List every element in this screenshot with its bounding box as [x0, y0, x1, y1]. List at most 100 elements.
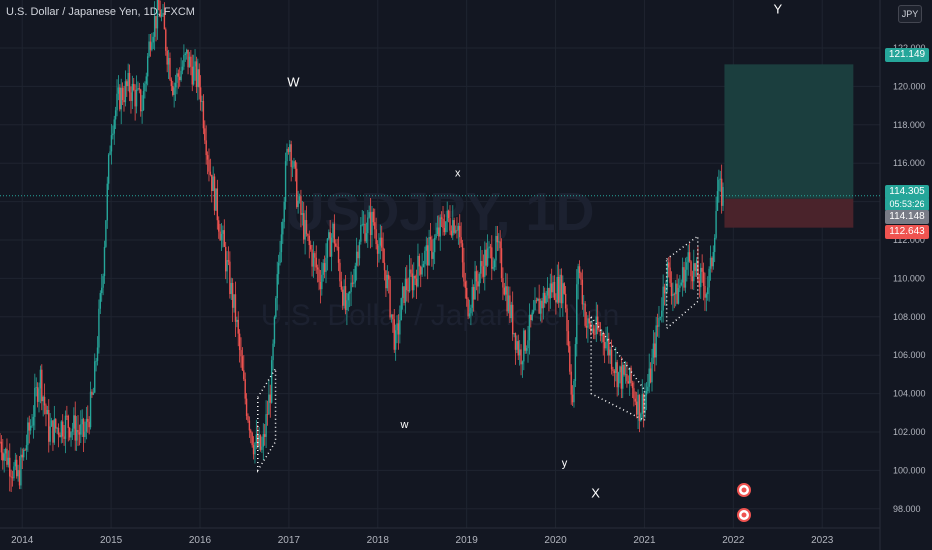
wave-channel	[257, 365, 277, 474]
candle-body	[541, 300, 543, 309]
candle-body	[624, 374, 627, 375]
candle-body	[484, 249, 486, 277]
candle-body	[95, 360, 97, 362]
candle-body	[202, 100, 205, 129]
candle-body	[665, 287, 667, 294]
candle-body	[407, 290, 409, 292]
candle-body	[672, 293, 674, 297]
candle-body	[98, 308, 100, 348]
candle-body	[41, 369, 43, 402]
candle-body	[355, 251, 358, 266]
candle-body	[610, 349, 613, 370]
candle-body	[137, 88, 139, 90]
candle-body	[581, 279, 584, 305]
candle-body	[9, 457, 11, 477]
candle-body	[88, 421, 90, 428]
candle-body	[21, 454, 23, 458]
candle-body	[713, 237, 716, 253]
candle-body	[259, 435, 262, 450]
candle-body	[126, 81, 128, 87]
candle-body	[284, 161, 287, 202]
candle-body	[0, 441, 1, 443]
candle-body	[326, 238, 329, 258]
candle-body	[510, 304, 512, 319]
candle-body	[17, 470, 19, 477]
wave-channel	[590, 316, 646, 422]
candle-body	[694, 263, 696, 271]
candle-body	[78, 432, 81, 435]
candle-body	[432, 252, 434, 259]
candle-body	[45, 405, 47, 415]
candle-body	[148, 41, 150, 57]
candle-body	[659, 316, 662, 318]
event-icon-dot	[741, 487, 747, 493]
candle-body	[340, 281, 343, 290]
candle-body	[241, 356, 244, 371]
candle-body	[442, 218, 444, 228]
candle-body	[374, 222, 376, 230]
candle-body	[651, 357, 653, 383]
candle-body	[42, 396, 44, 402]
candle-body	[523, 330, 525, 362]
candle-body	[608, 338, 610, 356]
candle-body	[56, 427, 58, 429]
candle-body	[145, 76, 147, 84]
candle-body	[337, 246, 340, 263]
candle-body	[693, 263, 695, 282]
candle-body	[29, 425, 32, 431]
candle-body	[569, 346, 571, 372]
candle-body	[638, 394, 641, 421]
y-tick-label: 100.000	[893, 465, 926, 475]
candle-body	[544, 292, 546, 304]
candle-body	[305, 220, 308, 234]
candle-body	[538, 298, 540, 314]
candle-body	[613, 371, 616, 373]
candle-body	[219, 231, 221, 241]
candle-body	[121, 87, 124, 101]
candle-body	[250, 430, 252, 433]
candle-body	[304, 220, 306, 240]
candle-body	[389, 279, 391, 318]
candle-body	[401, 286, 404, 299]
candle-body	[268, 394, 270, 415]
candle-body	[227, 260, 230, 262]
y-tick-label: 108.000	[893, 312, 926, 322]
candle-body	[702, 271, 705, 286]
candle-body	[123, 100, 125, 103]
candle-body	[177, 73, 180, 77]
candle-body	[222, 230, 224, 234]
candle-body	[138, 88, 141, 90]
candle-body	[3, 453, 5, 461]
candle-body	[106, 183, 108, 221]
candle-body	[722, 187, 724, 206]
candle-body	[460, 237, 462, 244]
candle-body	[382, 247, 384, 263]
candle-body	[511, 304, 514, 335]
candle-body	[414, 275, 416, 279]
candle-body	[184, 53, 186, 55]
candle-body	[277, 263, 280, 275]
x-tick-label: 2023	[811, 535, 834, 546]
candle-body	[188, 56, 191, 68]
candle-body	[567, 331, 570, 347]
candle-body	[562, 283, 564, 304]
stop-price-label: 112.643	[885, 225, 929, 239]
candle-body	[588, 318, 591, 324]
candle-body	[616, 362, 618, 388]
candle-body	[666, 262, 669, 288]
y-tick-label: 102.000	[893, 427, 926, 437]
candle-body	[454, 230, 457, 233]
y-tick-label: 104.000	[893, 389, 926, 399]
candle-body	[71, 428, 74, 432]
candle-body	[149, 41, 152, 50]
candle-body	[563, 283, 565, 294]
candle-body	[615, 362, 617, 373]
candle-body	[183, 54, 185, 67]
x-tick-label: 2016	[189, 535, 212, 546]
candle-body	[272, 343, 274, 361]
candle-body	[474, 271, 476, 300]
currency-button[interactable]: JPY	[898, 5, 922, 23]
candle-body	[654, 343, 656, 358]
candle-body	[552, 281, 554, 293]
